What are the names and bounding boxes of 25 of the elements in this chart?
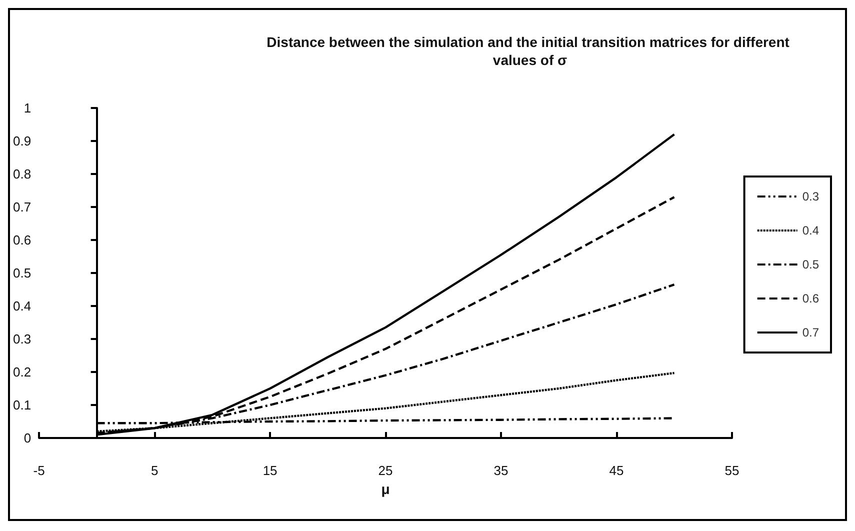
x-axis-title: μ bbox=[381, 480, 390, 497]
y-tick-label: 0.4 bbox=[12, 298, 32, 314]
y-tick-label: 0.7 bbox=[12, 200, 32, 214]
legend-label: 0.6 bbox=[802, 292, 820, 306]
x-tick-label: -5 bbox=[33, 463, 45, 478]
y-tick-label: 0.3 bbox=[12, 332, 32, 346]
y-tick-label: 0.8 bbox=[12, 166, 32, 182]
x-tick-label: 15 bbox=[262, 463, 278, 478]
legend-label: 0.7 bbox=[802, 326, 820, 340]
y-tick-label: 0.1 bbox=[12, 398, 32, 412]
chart-title: Distance between the simulation and the initial transition matrices for different values of σ bbox=[266, 34, 794, 68]
y-tick-label: 0.2 bbox=[12, 364, 32, 380]
legend-label: 0.5 bbox=[802, 258, 820, 272]
x-tick-label: 55 bbox=[724, 463, 740, 478]
x-tick-label: 25 bbox=[378, 463, 393, 478]
x-tick-label: 5 bbox=[150, 463, 158, 478]
legend-label: 0.4 bbox=[802, 224, 820, 238]
legend-label: 0.3 bbox=[802, 190, 820, 204]
x-tick-label: 45 bbox=[609, 463, 624, 478]
y-tick-label: 0.6 bbox=[12, 232, 32, 248]
y-tick-label: 1 bbox=[24, 100, 32, 116]
y-tick-label: 0 bbox=[24, 430, 32, 446]
y-tick-label: 0.5 bbox=[12, 266, 32, 280]
x-tick-label: 35 bbox=[494, 463, 508, 478]
y-tick-label: 0.9 bbox=[12, 134, 32, 148]
